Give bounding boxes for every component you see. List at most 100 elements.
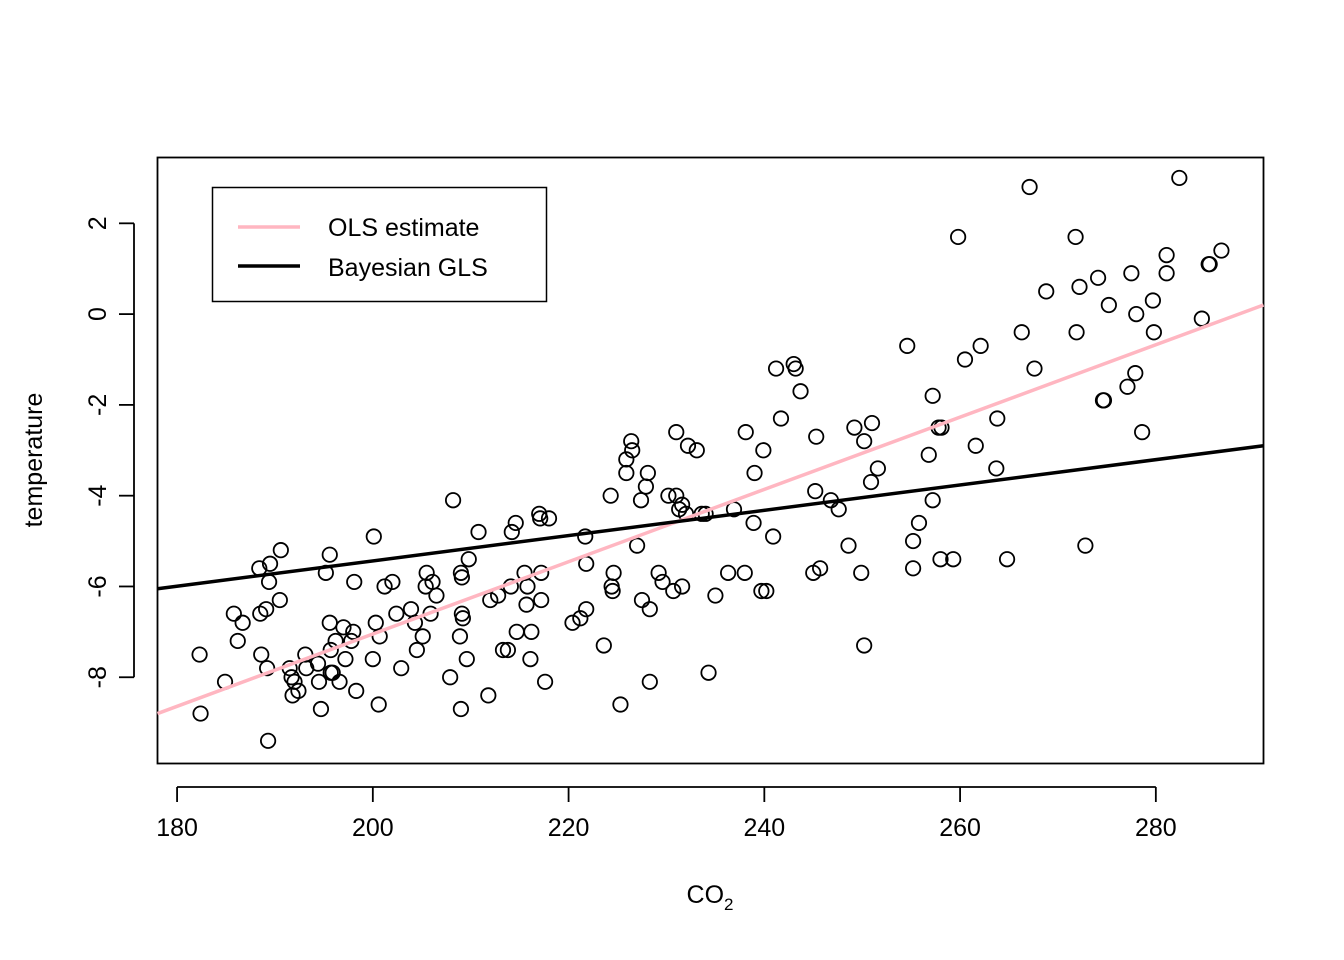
y-axis-title: temperature (20, 393, 48, 528)
data-point (924, 492, 941, 509)
data-point (632, 492, 650, 509)
data-point (290, 682, 307, 699)
data-point (1128, 306, 1145, 323)
data-point (1158, 246, 1175, 264)
data-point (932, 551, 949, 568)
data-point (700, 664, 717, 681)
data-point (787, 360, 804, 377)
data-point (753, 582, 770, 600)
data-point (402, 601, 420, 618)
legend-label-gls: Bayesian GLS (328, 254, 488, 282)
data-point (507, 514, 524, 532)
data-point (654, 573, 671, 591)
data-point (192, 705, 209, 722)
data-point (988, 460, 1005, 477)
data-point (1068, 324, 1085, 341)
data-point (1145, 324, 1162, 341)
data-point (623, 433, 640, 450)
data-point (444, 492, 462, 509)
data-point (737, 424, 754, 441)
y-tick-label: 2 (84, 216, 112, 230)
data-point (998, 551, 1016, 568)
data-point (639, 464, 656, 482)
data-point (650, 564, 667, 581)
data-point (454, 610, 471, 627)
legend: OLS estimate Bayesian GLS (211, 186, 548, 303)
data-point (384, 573, 401, 591)
data-point (853, 564, 870, 581)
data-point (572, 610, 589, 627)
data-point (480, 687, 497, 704)
data-point (522, 650, 539, 668)
data-point (862, 473, 880, 491)
y-tick-label: -2 (84, 394, 112, 416)
y-tick-label: -4 (84, 484, 112, 506)
data-point (1100, 296, 1117, 314)
data-point (863, 414, 881, 432)
data-point (628, 537, 646, 554)
data-point (345, 623, 362, 640)
data-point (578, 601, 595, 618)
data-point (536, 673, 554, 690)
data-point (637, 478, 655, 495)
data-point (665, 582, 682, 600)
data-point (532, 510, 549, 527)
data-point (772, 410, 790, 427)
data-point (191, 646, 208, 663)
data-point (720, 564, 737, 581)
data-point (899, 337, 916, 354)
data-point (604, 582, 621, 600)
data-point (418, 564, 435, 581)
data-point (688, 442, 705, 459)
data-point (755, 442, 772, 459)
data-point (807, 483, 824, 500)
data-point (668, 424, 685, 441)
data-point (1127, 365, 1144, 382)
data-point (309, 655, 327, 672)
data-point (540, 510, 558, 527)
data-point (494, 641, 512, 659)
data-point (271, 591, 288, 609)
x-tick-label: 220 (548, 814, 590, 842)
data-point (499, 641, 516, 659)
data-point (518, 596, 535, 613)
data-point (767, 360, 785, 377)
data-point (322, 641, 339, 659)
legend-label-ols: OLS estimate (328, 214, 479, 242)
data-point (367, 614, 384, 631)
data-point (830, 501, 847, 518)
data-point (234, 614, 251, 631)
data-point (618, 464, 635, 482)
data-point (286, 673, 303, 690)
x-tick-label: 280 (1135, 814, 1177, 842)
data-points (191, 169, 1230, 749)
plot-frame (156, 156, 1265, 765)
data-point (428, 587, 445, 604)
data-point (453, 569, 470, 586)
data-point (442, 669, 459, 686)
data-point (1201, 256, 1218, 273)
data-point (746, 464, 763, 482)
data-point (229, 632, 246, 650)
y-axis: -8 -6 -4 -2 0 2 (84, 216, 135, 688)
data-point (765, 528, 782, 545)
data-point (261, 555, 279, 572)
y-tick-label: -8 (84, 666, 112, 688)
data-point (408, 641, 425, 659)
data-point (910, 514, 928, 532)
data-point (259, 660, 276, 677)
data-point (624, 442, 641, 459)
data-point (812, 560, 829, 577)
data-point (950, 228, 967, 246)
data-point (331, 673, 348, 690)
data-point (1134, 424, 1151, 441)
data-point (641, 673, 658, 690)
data-point (260, 573, 278, 591)
data-point (869, 460, 886, 477)
data-point (388, 605, 405, 622)
data-point (905, 532, 922, 550)
data-point (577, 528, 594, 545)
data-point (660, 487, 677, 504)
data-point (641, 601, 658, 618)
